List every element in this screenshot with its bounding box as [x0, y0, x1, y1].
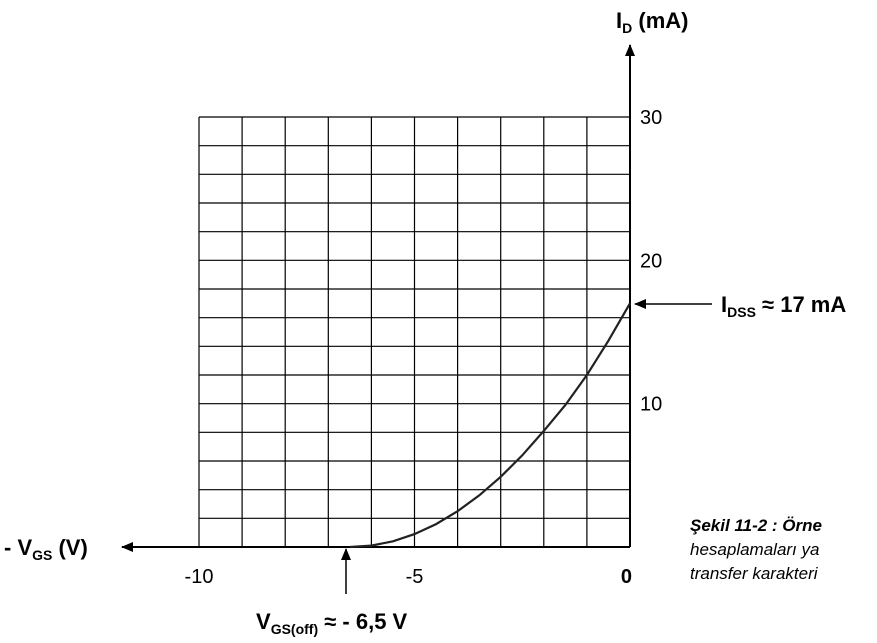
transfer-curve	[349, 302, 631, 549]
x-axis-label: - VGS (V)	[4, 535, 88, 563]
caption: Şekil 11-2 : Örne hesaplamaları ya trans…	[690, 516, 827, 583]
tick-labels: 10 20 30 -10 -5 0	[185, 107, 663, 588]
axes	[121, 44, 635, 552]
y-tick-label: 20	[640, 250, 662, 272]
idss-label: IDSS ≈ 17 mA	[721, 292, 846, 320]
y-tick-label: 10	[640, 394, 662, 416]
y-axis-label: ID (mA)	[616, 8, 688, 36]
grid	[198, 116, 631, 548]
x-tick-label: -5	[406, 566, 424, 588]
vgsoff-label: VGS(off) ≈ - 6,5 V	[256, 609, 408, 637]
x-tick-label: -10	[185, 566, 214, 588]
caption-line-2: hesaplamaları ya	[690, 540, 819, 559]
y-tick-label: 30	[640, 107, 662, 129]
x-tick-label: 0	[621, 566, 632, 588]
caption-line-3: transfer karakteri	[690, 564, 819, 583]
caption-line-1: Şekil 11-2 : Örne	[690, 516, 822, 535]
